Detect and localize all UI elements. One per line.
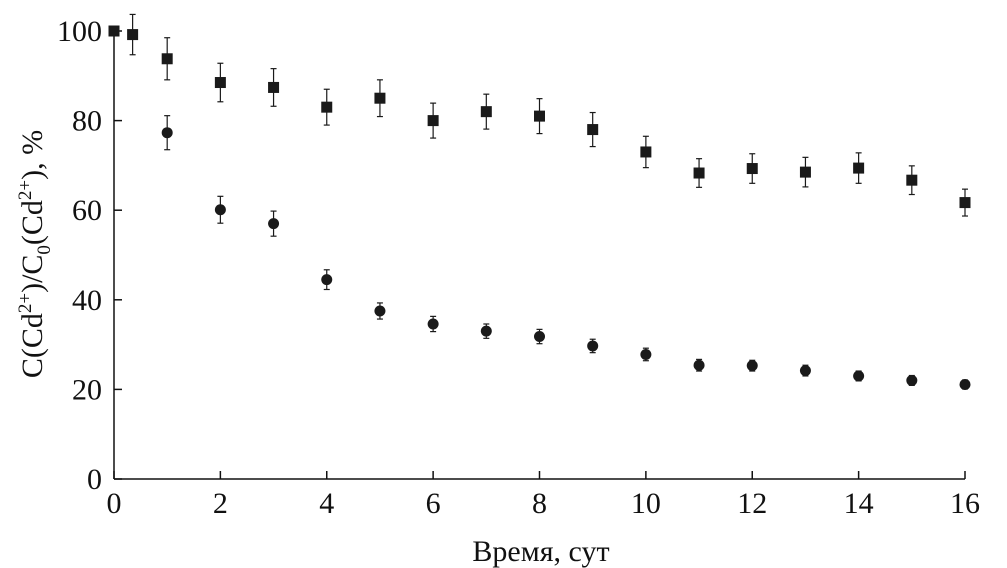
y-tick-label: 60 [72, 194, 102, 227]
data-point-square [693, 167, 705, 179]
y-tick-label: 100 [57, 15, 102, 48]
data-point-circle [853, 370, 865, 382]
x-tick-label: 14 [844, 487, 874, 520]
x-tick-label: 6 [426, 487, 441, 520]
x-tick-label: 0 [107, 487, 122, 520]
y-label-sup-2: 2+ [15, 180, 36, 200]
ticks: 0 2 4 6 8 10 12 14 16 0 20 40 60 80 100 [57, 15, 980, 520]
data-marks [108, 13, 971, 390]
data-point-square [906, 174, 918, 186]
data-point-circle [799, 365, 811, 377]
data-point-square [640, 146, 652, 158]
x-axis-label: Время, сут [472, 535, 609, 568]
y-tick-label: 80 [72, 105, 102, 138]
data-point-circle [906, 374, 918, 386]
y-tick-label: 0 [87, 463, 102, 496]
data-point-circle [746, 360, 758, 372]
data-point-square [853, 162, 865, 174]
data-point-circle [534, 331, 545, 343]
series-circle [108, 25, 971, 390]
data-point-circle [374, 305, 386, 317]
axes [113, 27, 965, 480]
data-point-circle [108, 25, 120, 37]
x-tick-label: 16 [950, 487, 980, 520]
data-point-square [321, 101, 333, 113]
x-tick-label: 2 [213, 487, 228, 520]
y-axis-label: C(Cd2+)/C0(Cd2+), % [15, 130, 55, 378]
x-tick-label: 8 [532, 487, 547, 520]
data-point-square [214, 77, 226, 89]
x-tick-label: 12 [737, 487, 767, 520]
data-point-circle [321, 274, 333, 286]
y-label-sub: 0 [34, 245, 55, 255]
x-tick-label: 4 [319, 487, 334, 520]
data-point-square [587, 124, 599, 136]
data-point-circle [427, 318, 439, 330]
data-point-square [161, 53, 173, 65]
series-square [108, 13, 971, 217]
x-tick-label: 10 [631, 487, 661, 520]
data-point-circle [587, 340, 599, 352]
data-point-square [427, 115, 439, 127]
data-point-circle [161, 127, 173, 139]
data-point-square [799, 166, 811, 178]
data-point-circle [480, 325, 492, 337]
data-point-circle [640, 348, 652, 360]
y-label-part-c: (Cd [16, 200, 49, 245]
data-point-square [959, 197, 971, 209]
data-point-circle [959, 378, 971, 390]
y-label-part-b: )/C [16, 255, 49, 293]
y-tick-label: 20 [72, 373, 102, 406]
data-point-circle [693, 359, 705, 371]
y-label-part-a: C(Cd [16, 313, 49, 378]
y-label-part-d: ), % [16, 130, 49, 180]
data-point-circle [268, 218, 280, 230]
data-point-square [480, 106, 492, 118]
data-point-circle [214, 204, 226, 216]
data-point-square [268, 81, 280, 93]
y-label-sup-1: 2+ [15, 293, 36, 313]
data-point-square [374, 92, 386, 104]
data-point-square [746, 163, 758, 175]
y-tick-label: 40 [72, 284, 102, 317]
data-point-square [127, 29, 139, 41]
data-point-square [534, 110, 545, 122]
